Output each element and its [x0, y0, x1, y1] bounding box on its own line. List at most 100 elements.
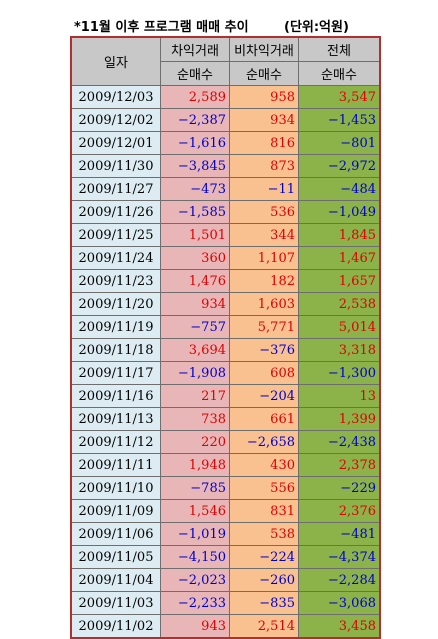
nonarb-net-cell: 430: [229, 453, 299, 477]
total-net-cell: −2,438: [298, 430, 381, 454]
arb-net-cell: 217: [160, 384, 230, 408]
date-cell: 2009/11/24: [70, 246, 161, 270]
table-row: 2009/11/12 220 −2,658 −2,438: [70, 430, 381, 454]
total-net-cell: 2,376: [298, 499, 381, 523]
arb-net-cell: 220: [160, 430, 230, 454]
arb-net-cell: −1,908: [160, 361, 230, 385]
program-trading-table: 일자 차익거래 비차익거래 전체 순매수 순매수 순매수 2009/12/03 2…: [70, 36, 381, 639]
total-net-cell: 3,318: [298, 338, 381, 362]
nonarb-net-cell: −204: [229, 384, 299, 408]
date-cell: 2009/11/11: [70, 453, 161, 477]
header-nonarb-net: 순매수: [229, 61, 299, 86]
total-net-cell: 1,845: [298, 223, 381, 247]
table-row: 2009/11/13 738 661 1,399: [70, 407, 381, 431]
nonarb-net-cell: −11: [229, 177, 299, 201]
table-row: 2009/11/09 1,546 831 2,376: [70, 499, 381, 523]
date-cell: 2009/11/10: [70, 476, 161, 500]
arb-net-cell: −1,019: [160, 522, 230, 546]
total-net-cell: −229: [298, 476, 381, 500]
total-net-cell: 3,547: [298, 85, 381, 109]
nonarb-net-cell: −260: [229, 568, 299, 592]
arb-net-cell: 2,589: [160, 85, 230, 109]
arb-net-cell: −3,845: [160, 154, 230, 178]
table-row: 2009/11/03 −2,233 −835 −3,068: [70, 591, 381, 615]
arb-net-cell: 1,501: [160, 223, 230, 247]
table-row: 2009/11/17 −1,908 608 −1,300: [70, 361, 381, 385]
date-cell: 2009/12/02: [70, 108, 161, 132]
date-cell: 2009/11/17: [70, 361, 161, 385]
table-row: 2009/11/19 −757 5,771 5,014: [70, 315, 381, 339]
total-net-cell: −1,049: [298, 200, 381, 224]
title-row: *11월 이후 프로그램 매매 추이 (단위:억원): [74, 16, 374, 36]
nonarb-net-cell: 344: [229, 223, 299, 247]
table-row: 2009/11/02 943 2,514 3,458: [70, 614, 381, 639]
date-cell: 2009/11/03: [70, 591, 161, 615]
header-arb-net: 순매수: [160, 61, 230, 86]
table-row: 2009/11/10 −785 556 −229: [70, 476, 381, 500]
date-cell: 2009/11/16: [70, 384, 161, 408]
unit-label: (단위:억원): [284, 20, 349, 35]
header-total: 전체: [298, 36, 381, 62]
table-row: 2009/11/25 1,501 344 1,845: [70, 223, 381, 247]
date-cell: 2009/11/27: [70, 177, 161, 201]
table-row: 2009/11/26 −1,585 536 −1,049: [70, 200, 381, 224]
total-net-cell: 1,657: [298, 269, 381, 293]
total-net-cell: −801: [298, 131, 381, 155]
date-cell: 2009/11/05: [70, 545, 161, 569]
total-net-cell: −484: [298, 177, 381, 201]
arb-net-cell: 1,546: [160, 499, 230, 523]
arb-net-cell: 3,694: [160, 338, 230, 362]
total-net-cell: −2,284: [298, 568, 381, 592]
table-body: 2009/12/03 2,589 958 3,547 2009/12/02 −2,387 9…: [70, 85, 381, 639]
arb-net-cell: 1,948: [160, 453, 230, 477]
total-net-cell: 2,378: [298, 453, 381, 477]
header-arb: 차익거래: [160, 36, 230, 62]
date-cell: 2009/11/25: [70, 223, 161, 247]
total-net-cell: −481: [298, 522, 381, 546]
total-net-cell: 1,467: [298, 246, 381, 270]
date-cell: 2009/11/19: [70, 315, 161, 339]
header-total-net: 순매수: [298, 61, 381, 86]
nonarb-net-cell: 182: [229, 269, 299, 293]
arb-net-cell: −1,616: [160, 131, 230, 155]
header-date: 일자: [70, 36, 161, 86]
nonarb-net-cell: 2,514: [229, 614, 299, 639]
table-row: 2009/11/30 −3,845 873 −2,972: [70, 154, 381, 178]
page-title: *11월 이후 프로그램 매매 추이: [74, 20, 249, 35]
total-net-cell: −1,453: [298, 108, 381, 132]
total-net-cell: −4,374: [298, 545, 381, 569]
date-cell: 2009/11/23: [70, 269, 161, 293]
arb-net-cell: 1,476: [160, 269, 230, 293]
arb-net-cell: −2,387: [160, 108, 230, 132]
date-cell: 2009/11/12: [70, 430, 161, 454]
arb-net-cell: −2,233: [160, 591, 230, 615]
arb-net-cell: 360: [160, 246, 230, 270]
date-cell: 2009/11/13: [70, 407, 161, 431]
arb-net-cell: 738: [160, 407, 230, 431]
nonarb-net-cell: 608: [229, 361, 299, 385]
header-row-1: 일자 차익거래 비차익거래 전체: [70, 36, 381, 86]
total-net-cell: 2,538: [298, 292, 381, 316]
table-row: 2009/11/24 360 1,107 1,467: [70, 246, 381, 270]
arb-net-cell: −2,023: [160, 568, 230, 592]
arb-net-cell: 934: [160, 292, 230, 316]
total-net-cell: 5,014: [298, 315, 381, 339]
date-cell: 2009/12/03: [70, 85, 161, 109]
table-row: 2009/12/03 2,589 958 3,547: [70, 85, 381, 109]
date-cell: 2009/11/30: [70, 154, 161, 178]
arb-net-cell: −757: [160, 315, 230, 339]
nonarb-net-cell: 1,107: [229, 246, 299, 270]
table-row: 2009/12/02 −2,387 934 −1,453: [70, 108, 381, 132]
nonarb-net-cell: 536: [229, 200, 299, 224]
nonarb-net-cell: 934: [229, 108, 299, 132]
nonarb-net-cell: −835: [229, 591, 299, 615]
table-row: 2009/11/16 217 −204 13: [70, 384, 381, 408]
header-row-2: 순매수 순매수 순매수: [71, 61, 381, 86]
table-row: 2009/11/04 −2,023 −260 −2,284: [70, 568, 381, 592]
date-cell: 2009/11/04: [70, 568, 161, 592]
arb-net-cell: 943: [160, 614, 230, 639]
arb-net-cell: −1,585: [160, 200, 230, 224]
total-net-cell: −3,068: [298, 591, 381, 615]
table-row: 2009/11/11 1,948 430 2,378: [70, 453, 381, 477]
nonarb-net-cell: 661: [229, 407, 299, 431]
